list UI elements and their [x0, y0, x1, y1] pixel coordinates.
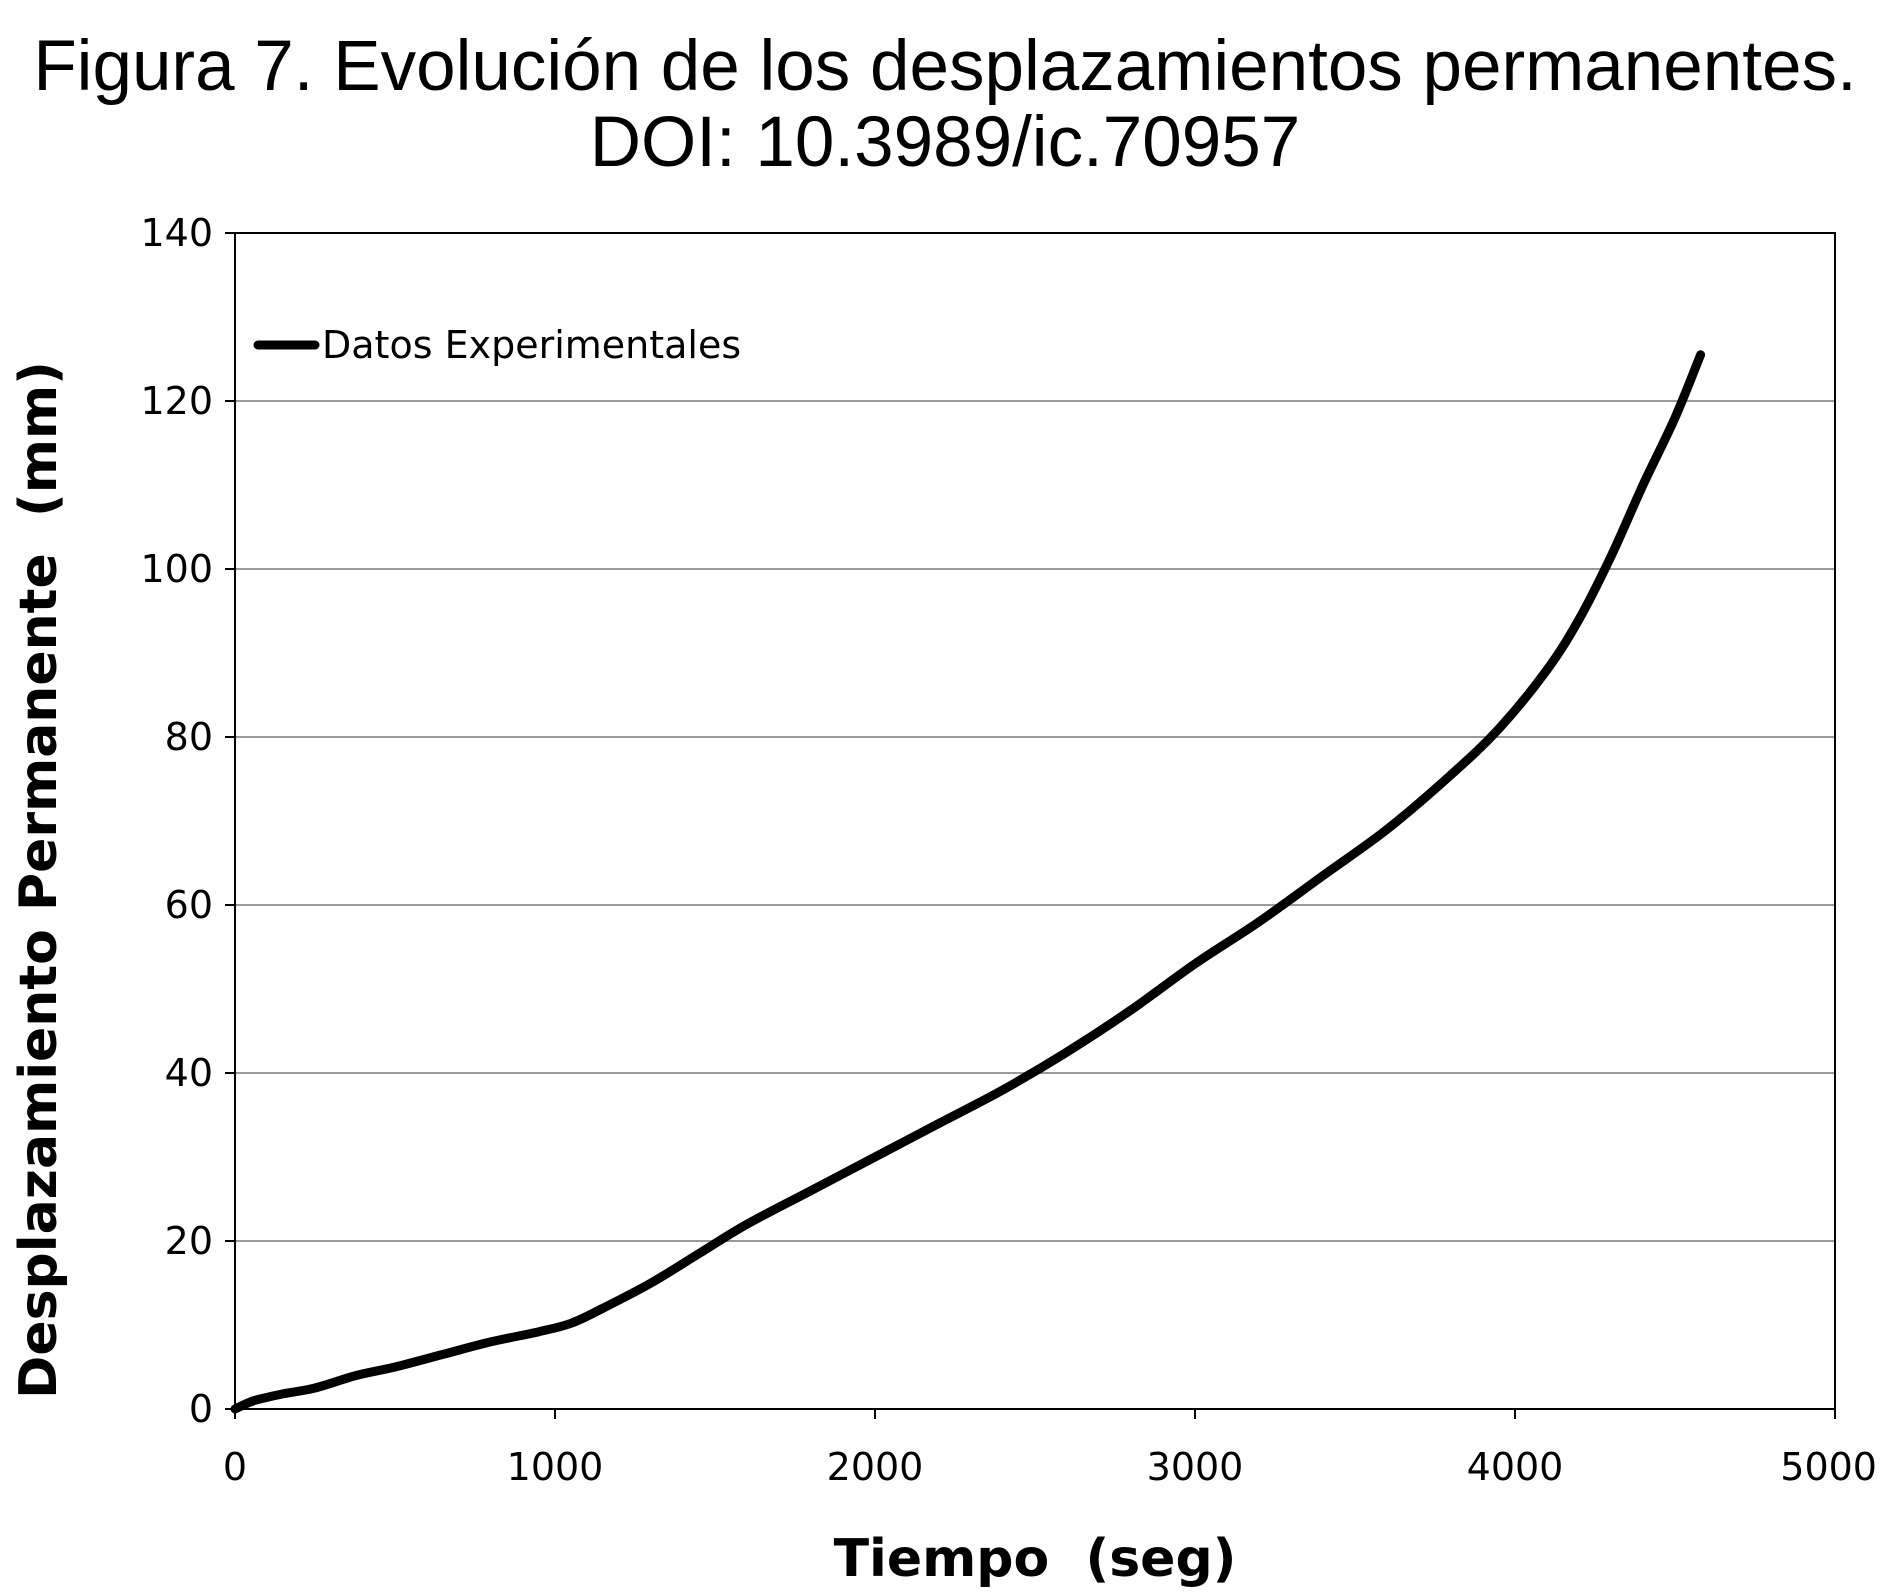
axis-ticks: 0 20 40 60 80 100 120 140 0 1000 2000 3000 4000 5000 — [140, 211, 1877, 1489]
chart-doi: DOI: 10.3989/ic.70957 — [590, 103, 1301, 182]
x-tick-label: 5000 — [1780, 1445, 1877, 1489]
x-tick-label: 2000 — [827, 1445, 924, 1489]
y-tick-label: 40 — [165, 1051, 213, 1095]
x-tick-label: 1000 — [507, 1445, 604, 1489]
series-line-datos-experimentales — [230, 350, 1706, 1414]
y-tick-label: 20 — [165, 1219, 213, 1263]
x-tick-label: 0 — [223, 1445, 247, 1489]
y-tick-label: 0 — [189, 1387, 213, 1431]
legend-label: Datos Experimentales — [322, 323, 741, 367]
y-tick-label: 80 — [165, 715, 213, 759]
y-axis-label: Desplazamiento Permanente (mm) — [9, 361, 69, 1399]
gridlines — [235, 400, 1835, 1242]
chart-title: Figura 7. Evolución de los desplazamient… — [33, 27, 1856, 106]
x-axis-label: Tiempo (seg) — [834, 1529, 1237, 1589]
y-tick-label: 60 — [165, 883, 213, 927]
legend: Datos Experimentales — [253, 323, 741, 367]
y-tick-label: 100 — [140, 547, 213, 591]
y-tick-label: 120 — [140, 379, 213, 423]
y-tick-label: 140 — [140, 211, 213, 255]
x-tick-label: 4000 — [1467, 1445, 1564, 1489]
x-tick-label: 3000 — [1147, 1445, 1244, 1489]
series-layer — [230, 350, 1706, 1414]
plot-area — [234, 232, 1836, 1410]
